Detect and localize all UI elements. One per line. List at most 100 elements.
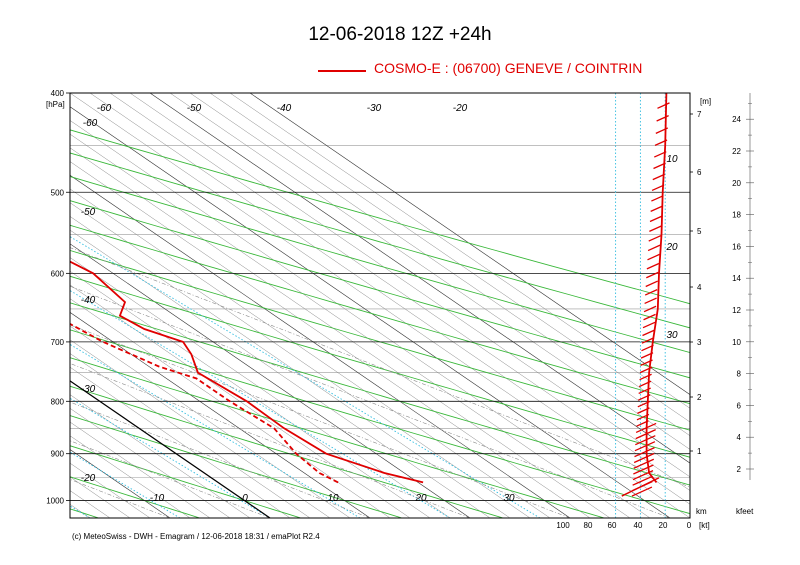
plot-frame [69,92,691,519]
pressure-tick-label: 400 [51,89,65,98]
isotherm-line [70,462,151,518]
kfeet-tick-label: 10 [732,338,741,347]
isotherm-line [70,408,231,518]
kfeet-tick-label: 16 [732,242,741,251]
dewpoint-profile [70,322,339,484]
wind-barb [646,271,659,279]
isotherm-line [70,435,191,518]
isotherm-line [129,93,690,478]
kfeet-tick-label: 20 [732,179,741,188]
dry-adiabat [70,176,690,354]
wind-tick-label: 0 [687,521,692,530]
wind-barb [633,452,655,464]
km-tick-label: 3 [697,338,702,347]
kfeet-tick-label: 2 [737,465,742,474]
km-tick-label: 7 [697,110,702,119]
pressure-tick-label: 800 [51,397,65,406]
isotherm-line [70,93,690,518]
isotherm-line [70,216,511,518]
copyright-footer: (c) MeteoSwiss - DWH - Emagram / 12-06-2… [72,532,320,541]
isotherm-line [70,380,271,518]
isotherm-label-left: -30 [81,384,96,395]
dry-adiabat [70,385,504,518]
isotherm-line [70,243,471,518]
wind-barb [649,225,662,232]
moist-adiabat [70,324,571,518]
wind-barb [646,262,660,270]
isotherm-line [0,93,50,518]
wind-tick-label: 80 [584,521,593,530]
kfeet-tick-label: 18 [732,211,741,220]
km-tick-label: 1 [697,447,702,456]
chart-title: 12-06-2018 12Z +24h [308,24,492,45]
isotherm-line [70,188,551,518]
km-tick-label: 2 [697,393,702,402]
isotherm-line [70,147,611,518]
dry-adiabat [70,200,690,379]
dry-adiabat [70,302,690,486]
isotherm-line [70,174,571,518]
wind-barb [656,115,669,122]
wind-barb [645,280,658,288]
moist-adiabat [70,247,690,488]
wind-barb [641,337,655,344]
wind-barb [644,297,657,305]
pressure-tick-label: 1000 [46,497,64,506]
kfeet-unit-label: kfeet [736,507,754,516]
km-unit-label: km [696,507,707,516]
wind-barb [647,244,661,252]
isotherm-line [0,93,10,518]
wind-speed-label: 20 [665,242,678,253]
wind-barb [642,329,655,337]
kfeet-tick-label: 8 [737,370,742,379]
isotherm-line [70,120,651,518]
legend-label: COSMO-E : (06700) GENEVE / COINTRIN [374,60,643,76]
wind-barb [633,464,654,475]
wind-barb [644,289,658,296]
pressure-tick-label: 700 [51,338,65,347]
wind-barb [649,215,663,223]
pressure-tick-label: 500 [51,188,65,197]
pressure-tick-label: 600 [51,269,65,278]
wind-barb [633,458,655,469]
isotherm-label-top: -40 [277,103,292,114]
isotherm-label-top: -20 [453,103,468,114]
kfeet-tick-label: 14 [732,274,741,283]
km-tick-label: 6 [697,168,702,177]
wind-barb [647,253,660,261]
dry-adiabat [70,357,605,518]
isotherm-label-bottom: 20 [414,493,427,504]
wind-barb [634,447,655,458]
pressure-tick-label: 900 [51,450,65,459]
km-tick-label: 5 [697,227,702,236]
plot-area: -60 -50 -40 -30 -20 -60 -50 -40 -30 -20 -10 0 10 20 30… [0,93,690,518]
isotherm-line [169,93,690,450]
isotherm-line [70,394,251,518]
wind-tick-label: 60 [608,521,617,530]
isotherm-line [70,476,131,518]
wind-barb [651,195,664,202]
isotherm-line [209,93,690,423]
isotherm-line [70,229,491,518]
kfeet-tick-label: 22 [732,147,741,156]
isotherm-line [229,93,690,409]
mixing-ratio-line [70,343,361,518]
mixing-ratio-line [70,236,541,518]
km-tick-label: 4 [697,283,702,292]
isotherm-line [109,93,690,491]
mixing-ratio-line [70,397,271,518]
wind-tick-label: 40 [634,521,643,530]
wind-barb [631,486,653,497]
isotherm-line [0,93,30,518]
wind_profile-profile [645,93,668,483]
pressure-unit-label: [hPa] [46,100,65,109]
isotherm-line [70,421,211,518]
isotherm-line [70,257,451,518]
wind-barb [632,475,653,486]
isotherm-label-top: -30 [367,103,382,114]
wind-barbs [621,102,670,497]
isotherm-label-left: -50 [81,207,96,218]
isotherm-line [189,93,690,437]
